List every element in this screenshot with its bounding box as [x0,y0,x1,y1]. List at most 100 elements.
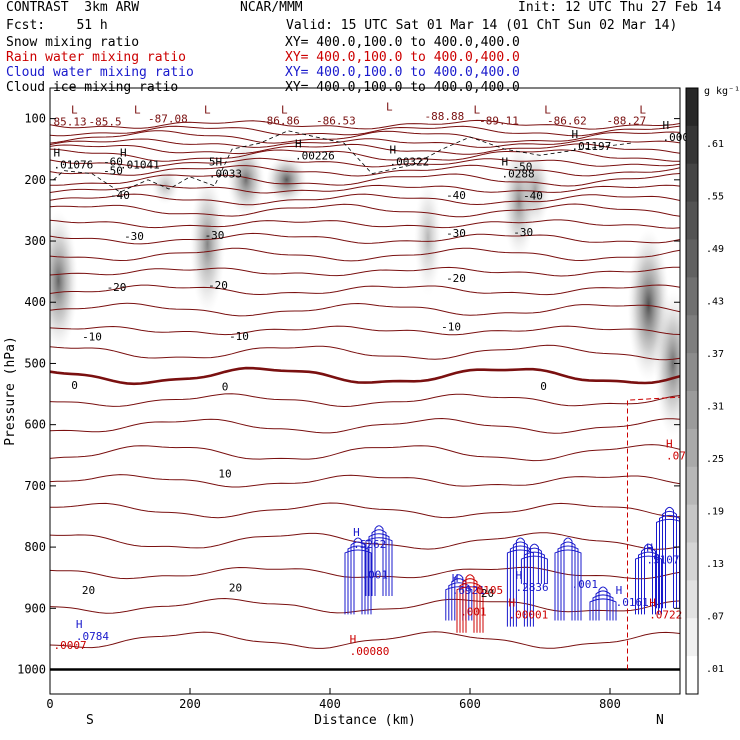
isotherm-line-22 [50,417,680,434]
colorbar-label-6: .25 [706,454,724,465]
colorbar-label-8: .13 [706,559,724,570]
low-marker-3: L [281,103,288,116]
tower-contour-2-2 [448,582,470,621]
maximum-value-19: .0722 [649,608,682,621]
snow-plume-7 [519,149,551,229]
y-tick-label-3: 400 [24,295,46,309]
isotherm-line-20 [50,366,680,386]
snow-plume-9 [654,290,680,437]
isotherm-label-6: -30 [124,230,144,243]
isotherm-label-1: -50 [103,165,123,178]
colorbar-cell-4 [686,239,698,278]
tower-contour-6-1 [560,541,576,621]
maximum-marker-6: H [572,128,579,141]
colorbar-cell-11 [686,504,698,543]
tower-contour-0-0 [353,537,363,615]
isotherm-label-19: 10 [218,468,231,481]
maximum-value-12: .0105 [470,584,503,597]
maximum-marker-14: H [516,569,523,582]
maximum-value-6: .01197 [572,140,612,153]
tower-contour-2-0 [454,574,464,621]
y-tick-label-9: 1000 [17,663,46,677]
isotherm-line-21 [50,393,680,408]
field-name-snow: Snow mixing ratio [6,35,140,50]
tower-contour-7-3 [589,598,617,621]
colorbar-cell-13 [686,580,698,619]
tower-contour-4-1 [512,541,528,627]
field-name-cloud-water: Cloud water mixing ratio [6,65,194,80]
low-marker-1: L [134,103,141,116]
y-tick-label-4: 500 [24,356,46,370]
maximum-marker-21: H [76,618,83,631]
isotherm-line-23 [50,444,680,462]
y-axis-label: Pressure (hPa) [3,336,18,446]
isotherm-label-14: -10 [229,330,249,343]
maximum-marker-8: H [666,437,673,450]
valid-time: Valid: 15 UTC Sat 01 Mar 14 (01 ChT Sun … [286,18,678,33]
north-label: N [656,713,664,728]
low-marker-2: L [204,103,211,116]
colorbar-cell-3 [686,201,698,240]
isotherm-label-5: -50 [513,160,533,173]
isotherm-line-8 [50,173,680,187]
colorbar-cell-15 [686,656,698,695]
isotherm-label-21: 20 [229,581,242,594]
isotherm-label-0: -60 [103,155,123,168]
tower-contour-0-3 [344,549,372,615]
isotherm-label-18: 0 [540,380,547,393]
colorbar-label-3: .43 [706,297,724,308]
snow-plume-4 [266,155,307,205]
tropopause-label-5: -88.88 [425,110,465,123]
maximum-value-20: .00080 [350,645,390,658]
low-marker-7: L [639,103,646,116]
isotherm-line-29 [50,631,680,649]
snow-plume-2 [190,173,225,315]
tower-contour-6-3 [554,549,582,621]
maximum-value-0: .01076 [54,159,94,172]
tropopause-label-6: -89.11 [479,114,519,127]
isotherm-line-14 [50,247,680,262]
maximum-marker-5: H [502,156,509,169]
isotherm-label-2: -40 [110,189,130,202]
tower-contour-5-3 [520,555,548,584]
isotherm-line-0 [50,119,680,130]
colorbar-cell-1 [686,125,698,165]
colorbar-cell-7 [686,353,698,392]
tower-contour-5-1 [526,547,542,584]
tower-contour-1-0 [374,525,384,597]
maximum-marker-7: H [663,119,670,132]
maximum-value-22: .0007 [54,639,87,652]
colorbar-cell-9 [686,428,698,468]
y-tick-label-2: 300 [24,234,46,248]
tower-contour-7-2 [592,594,614,621]
colorbar-frame [685,87,699,695]
snow-plume-5 [414,179,442,297]
isotherm-line-17 [50,302,680,317]
isotherm-line-16 [50,284,680,296]
tower-contour-7-0 [598,586,608,621]
colorbar-cell-6 [686,315,698,354]
colorbar-label-0: .61 [706,139,724,150]
colorbar-label-4: .37 [706,349,724,360]
isotherm-label-22: 20 [481,587,494,600]
tower-contour-2-3 [445,586,473,621]
maximum-value-14: .2836 [516,581,549,594]
colorbar-cell-8 [686,391,698,430]
field-xy-cloud-water: XY= 400.0,100.0 to 400.0,400.0 [285,65,520,80]
isotherm-line-4 [50,143,680,155]
isotherm-line-26 [50,532,680,550]
isotherm-line-7 [50,164,680,177]
tower-contour-3-2 [459,582,481,633]
maximum-marker-4: H [390,143,397,156]
isotherm-label-10: -20 [107,281,127,294]
tower-contour-3-1 [462,578,478,633]
maximum-value-4: .00322 [390,155,430,168]
low-marker-5: L [474,103,481,116]
snow-plume-0 [50,210,78,352]
low-marker-6: L [544,103,551,116]
maximum-value-5: .0288 [502,168,535,181]
isotherm-label-8: -30 [446,227,466,240]
tower-contour-9-2 [659,514,680,609]
maximum-value-3: .00226 [295,149,335,162]
